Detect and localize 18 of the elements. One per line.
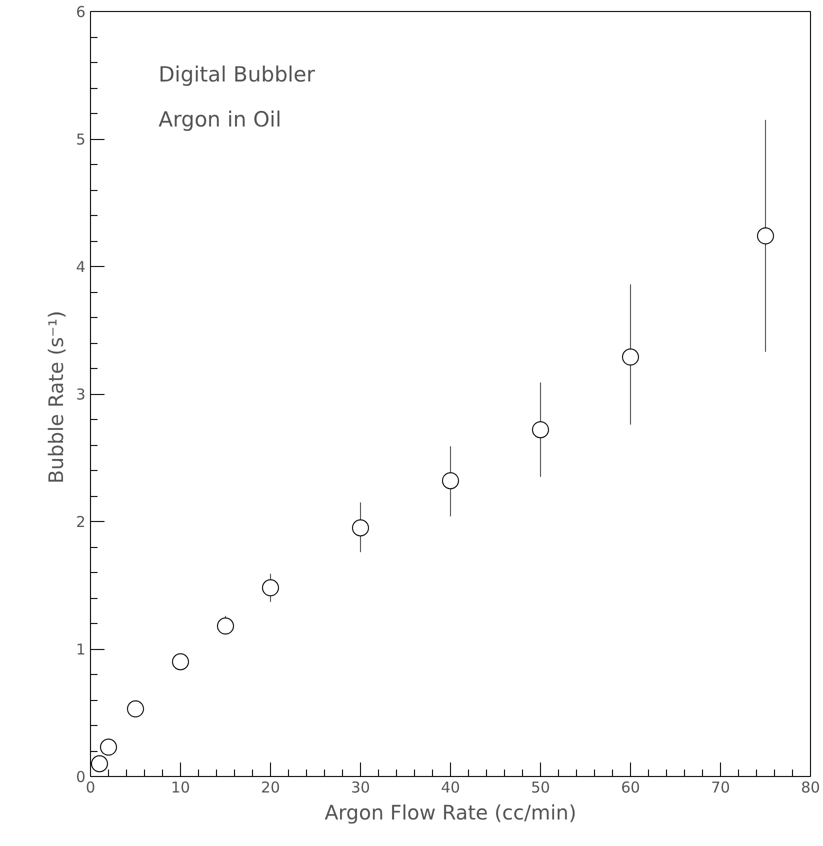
y-tick-label: 6 <box>76 3 86 21</box>
y-tick-label: 3 <box>76 386 86 404</box>
x-tick-label: 70 <box>710 778 730 796</box>
y-axis-title: Bubble Rate (s⁻¹) <box>44 310 68 484</box>
x-axis-title: Argon Flow Rate (cc/min) <box>324 800 576 824</box>
x-tick-label: 40 <box>440 778 460 796</box>
x-tick-label: 80 <box>800 778 820 796</box>
annotation: Argon in Oil <box>158 108 282 132</box>
y-tick-label: 5 <box>76 130 86 148</box>
x-tick-label: 50 <box>530 778 550 796</box>
x-tick-label: 10 <box>170 778 190 796</box>
y-tick-label: 4 <box>76 258 86 276</box>
y-tick-label: 2 <box>76 513 86 531</box>
x-tick-label: 30 <box>350 778 370 796</box>
y-tick-label: 1 <box>76 640 86 658</box>
x-tick-label: 20 <box>260 778 280 796</box>
x-tick-label: 60 <box>620 778 640 796</box>
annotation: Digital Bubbler <box>158 62 316 86</box>
